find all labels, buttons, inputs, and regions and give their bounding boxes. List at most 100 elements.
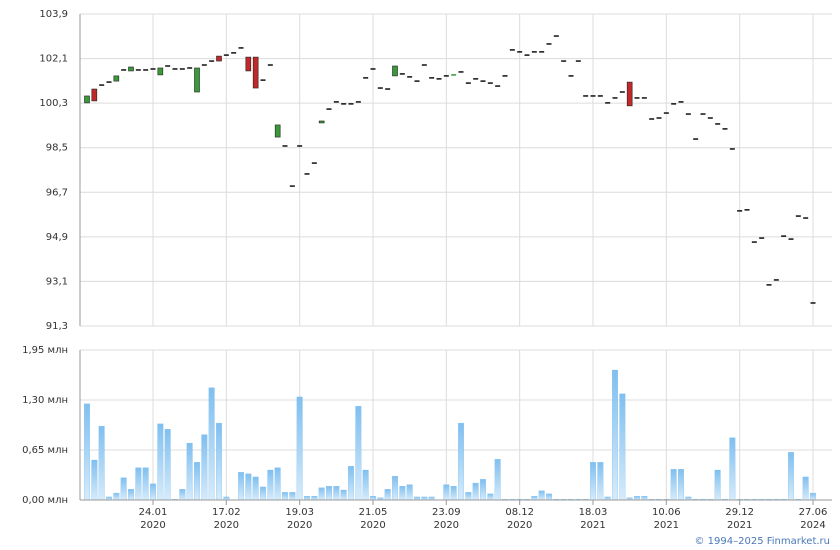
candle (165, 65, 171, 67)
candle (363, 77, 369, 79)
bar (788, 452, 794, 501)
bar (406, 484, 413, 501)
bar (802, 476, 809, 501)
candle (318, 120, 325, 124)
bar (326, 486, 332, 501)
candle (385, 88, 391, 90)
x-tick-label: 19.03 (285, 507, 314, 518)
bar (98, 426, 105, 501)
bar (340, 489, 347, 501)
bar (678, 469, 684, 501)
candle (744, 209, 750, 211)
x-tick-year: 2021 (654, 520, 679, 531)
bar (641, 496, 648, 501)
y-tick-label: 1,95 млн (22, 345, 68, 356)
y-tick-label: 100,3 (39, 98, 68, 109)
candle (568, 75, 574, 77)
bar (399, 486, 406, 501)
bar (384, 489, 391, 501)
candle (333, 101, 339, 103)
bar (260, 486, 266, 501)
candle (539, 51, 545, 53)
bar (714, 469, 721, 501)
bar (597, 462, 604, 501)
y-tick-label: 102,1 (39, 54, 68, 65)
bar (282, 492, 288, 501)
candle (590, 95, 596, 97)
bar (348, 466, 354, 501)
candle (803, 217, 809, 219)
candle (84, 95, 90, 104)
y-tick-label: 98,5 (46, 143, 68, 154)
candle (194, 67, 200, 93)
x-tick-label: 21.05 (359, 507, 388, 518)
x-tick-year: 2020 (360, 520, 385, 531)
candle (473, 78, 479, 80)
candle (392, 65, 398, 77)
candle (311, 162, 317, 164)
candle (531, 51, 537, 53)
candle (143, 69, 149, 71)
candle (773, 279, 779, 281)
bar (274, 467, 281, 501)
candle (480, 80, 486, 82)
candle (553, 35, 559, 37)
candle (399, 73, 405, 75)
bar (311, 496, 318, 501)
x-tick-year: 2020 (214, 520, 239, 531)
bar (150, 483, 156, 501)
candle (810, 302, 816, 304)
candle (113, 75, 120, 82)
bar (634, 496, 640, 501)
candle (245, 56, 252, 72)
candle (641, 97, 647, 99)
candle (172, 68, 178, 70)
candle (707, 117, 713, 119)
bar (194, 462, 200, 501)
candle (722, 128, 728, 130)
candle (341, 103, 347, 105)
candle (766, 284, 772, 286)
bar (670, 469, 677, 501)
y-tick-label: 94,9 (46, 232, 68, 243)
bar (318, 487, 325, 501)
bar (472, 482, 479, 501)
candle (157, 67, 164, 76)
candle (429, 77, 435, 79)
candle (597, 95, 603, 97)
bar (186, 442, 193, 501)
bar (252, 476, 259, 501)
candle (355, 101, 361, 103)
bar (480, 479, 486, 501)
candle (583, 95, 589, 97)
candle (135, 69, 141, 71)
candle (451, 74, 457, 76)
candle (407, 76, 413, 78)
candle (304, 173, 310, 175)
bar (208, 387, 215, 501)
bar (84, 403, 90, 501)
candle (458, 71, 464, 73)
candle (421, 64, 427, 66)
bar (304, 496, 310, 501)
x-tick-year: 2020 (287, 520, 312, 531)
y-tick-label: 91,3 (46, 321, 68, 332)
candle (575, 60, 581, 62)
candle (619, 91, 625, 93)
bar (128, 489, 134, 501)
bar (355, 406, 362, 501)
candle (663, 112, 669, 114)
candle (216, 55, 222, 62)
candle (561, 60, 567, 62)
candle (274, 124, 281, 138)
y-tick-label: 93,1 (46, 276, 68, 287)
candle (759, 237, 765, 239)
bar (333, 486, 340, 501)
candle (121, 69, 127, 71)
candle (715, 123, 721, 125)
candle (267, 64, 273, 66)
y-tick-label: 96,7 (46, 187, 68, 198)
y-tick-label: 0,00 млн (22, 495, 68, 506)
candle (289, 185, 295, 187)
